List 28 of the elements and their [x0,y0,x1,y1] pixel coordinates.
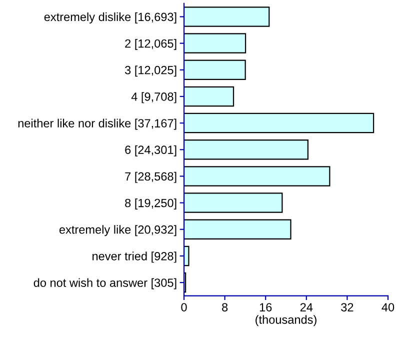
y-tick-label: extremely dislike [16,693] [44,12,176,24]
x-tick-label: 24 [300,303,313,312]
y-tick-label: 8 [19,250] [125,198,176,210]
y-tick-label: neither like nor dislike [37,167] [18,118,176,130]
y-tick-label: 2 [12,065] [125,39,176,50]
y-tick-label: 3 [12,025] [124,66,176,77]
x-tick-label: 16 [260,303,272,312]
x-axis-title: (thousands) [256,315,316,326]
bar [184,60,246,80]
bar [184,33,246,54]
bar [184,140,308,160]
y-tick-label: do not wish to answer [305] [34,278,176,290]
y-tick-label: extremely like [20,932] [59,225,176,236]
y-tick-label: 7 [28,568] [125,172,176,183]
x-tick-label: 32 [341,303,354,312]
bar [184,246,190,266]
y-tick-label: 4 [9,708] [131,92,176,104]
x-tick-label: 8 [222,303,228,312]
bar [184,192,283,213]
y-tick-label: 6 [24,301] [125,145,176,156]
y-tick-label: never tried [928] [92,252,176,263]
bar [184,166,330,186]
x-tick-label: 0 [181,303,187,312]
bar [184,86,234,107]
bar [184,112,374,134]
bar [184,6,270,27]
bar [184,219,292,240]
x-tick-label: 40 [382,303,394,312]
